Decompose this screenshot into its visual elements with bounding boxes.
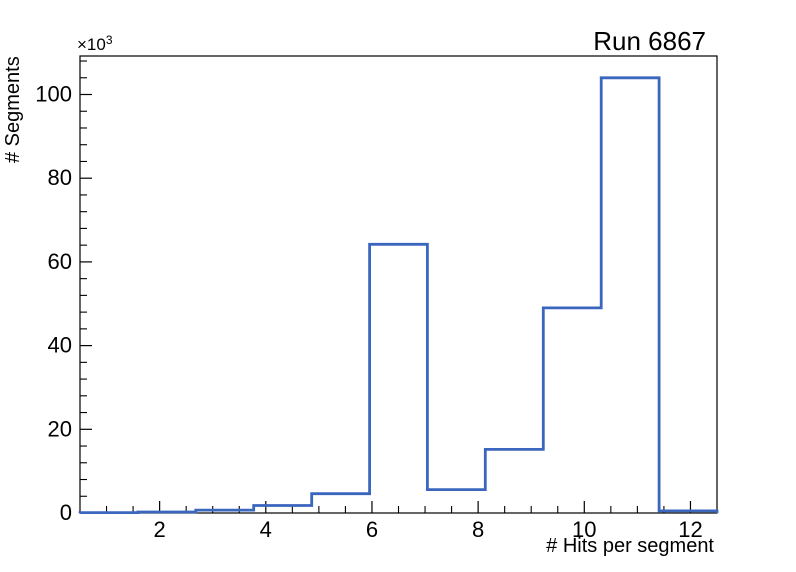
y-exponent-base: ×10 bbox=[77, 35, 106, 54]
x-tick-label: 2 bbox=[154, 517, 166, 542]
x-tick-label: 8 bbox=[472, 517, 484, 542]
y-exponent-power: 3 bbox=[105, 33, 113, 47]
y-axis-exponent: ×103 bbox=[77, 33, 113, 55]
x-tick-label: 10 bbox=[572, 517, 596, 542]
x-tick-label: 12 bbox=[678, 517, 702, 542]
y-tick-label: 60 bbox=[48, 249, 72, 274]
y-tick-label: 80 bbox=[48, 165, 72, 190]
y-axis-title: # Segments bbox=[2, 56, 24, 163]
plot-title: Run 6867 bbox=[593, 26, 706, 56]
histogram-line bbox=[78, 76, 719, 514]
y-tick-label: 40 bbox=[48, 333, 72, 358]
x-tick-label: 4 bbox=[260, 517, 272, 542]
y-tick-label: 100 bbox=[35, 82, 72, 107]
x-axis-title: # Hits per segment bbox=[546, 535, 714, 557]
plot-frame bbox=[79, 55, 718, 514]
x-tick-label: 6 bbox=[366, 517, 378, 542]
y-tick-label: 20 bbox=[48, 416, 72, 441]
y-tick-label: 0 bbox=[60, 500, 72, 525]
